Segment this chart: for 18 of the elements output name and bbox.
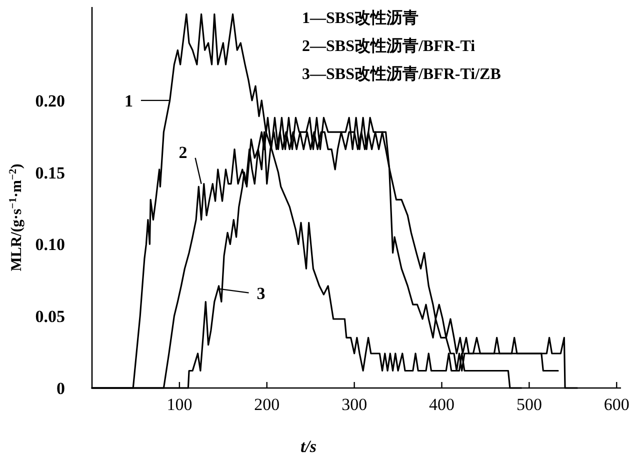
y-tick-label: 0.15: [35, 163, 65, 182]
annotation: 2: [178, 142, 188, 162]
annotation: 2—SBS改性沥青/BFR-Ti: [302, 37, 476, 55]
annotation: 3—SBS改性沥青/BFR-Ti/ZB: [302, 65, 502, 83]
x-tick-label: 400: [429, 395, 454, 414]
x-tick-label: 200: [254, 395, 280, 414]
annotation: 3: [256, 284, 266, 303]
x-tick-label: 100: [166, 395, 192, 414]
annotation: 1—SBS改性沥青: [302, 9, 418, 27]
x-tick-label: 500: [516, 395, 542, 414]
x-tick-label: 600: [604, 395, 629, 414]
y-tick-label: 0: [56, 379, 65, 398]
x-tick-label: 300: [342, 395, 368, 414]
y-tick-label: 0.05: [35, 307, 65, 326]
x-axis-title: t/s: [300, 437, 317, 454]
y-tick-label: 0.10: [35, 235, 65, 254]
y-tick-label: 0.20: [35, 91, 65, 110]
annotation: 1: [124, 91, 133, 110]
